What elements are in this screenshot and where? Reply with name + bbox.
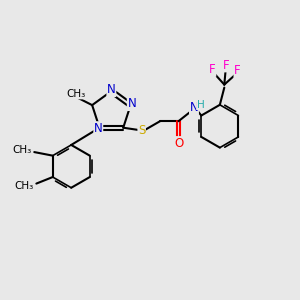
Text: CH₃: CH₃ bbox=[13, 145, 32, 155]
Text: H: H bbox=[196, 100, 204, 110]
Text: N: N bbox=[190, 101, 198, 114]
Text: F: F bbox=[234, 64, 241, 77]
Text: CH₃: CH₃ bbox=[66, 89, 85, 99]
Text: N: N bbox=[107, 83, 116, 97]
Text: S: S bbox=[138, 124, 146, 136]
Text: CH₃: CH₃ bbox=[15, 181, 34, 191]
Text: N: N bbox=[128, 98, 136, 110]
Text: O: O bbox=[174, 137, 183, 150]
Text: N: N bbox=[94, 122, 103, 135]
Text: F: F bbox=[209, 63, 216, 76]
Text: F: F bbox=[223, 59, 229, 72]
